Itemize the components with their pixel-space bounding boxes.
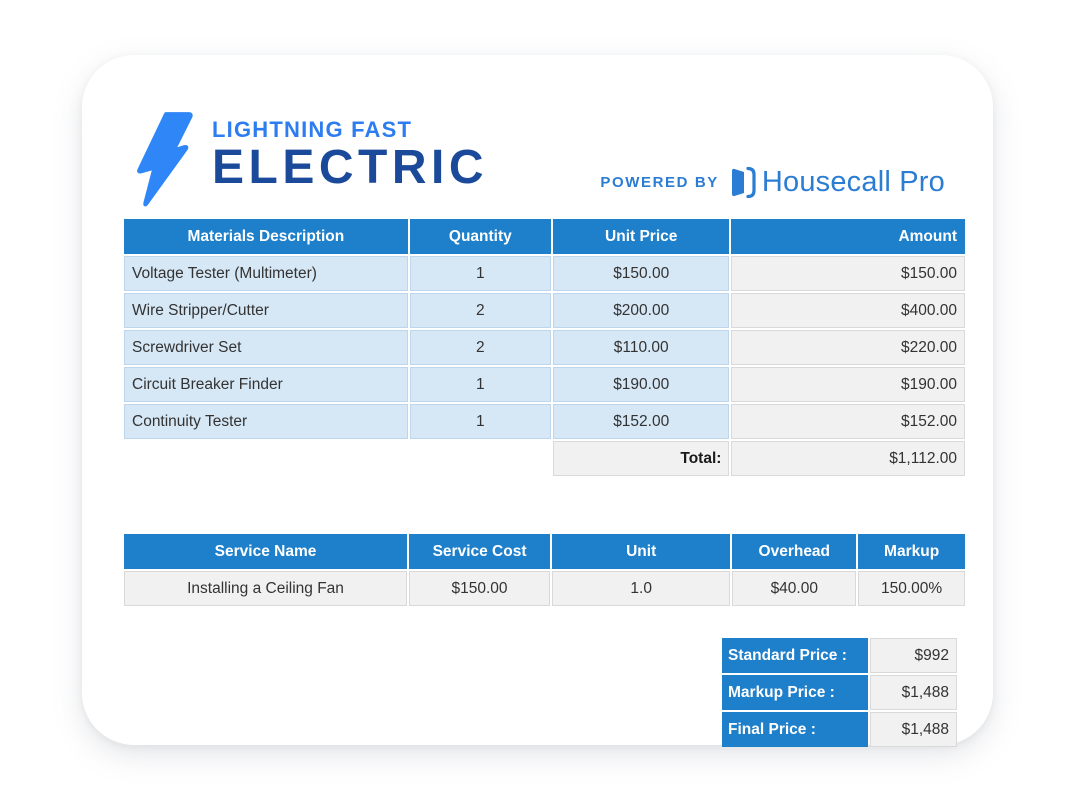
- powered-by-brand-name: Housecall Pro: [761, 166, 945, 198]
- materials-cell-description: Circuit Breaker Finder: [124, 367, 408, 402]
- materials-header-amount: Amount: [731, 219, 965, 254]
- service-cell-markup: 150.00%: [858, 571, 965, 606]
- materials-cell-amount: $190.00: [731, 367, 965, 402]
- logo-text: LIGHTNING FAST ELECTRIC: [212, 111, 488, 192]
- materials-total-row: Total: $1,112.00: [124, 441, 965, 476]
- summary-row: Standard Price : $992: [722, 638, 957, 673]
- materials-header-description: Materials Description: [124, 219, 408, 254]
- brand-row: LIGHTNING FAST ELECTRIC POWERED BY House…: [122, 111, 967, 207]
- service-header-overhead: Overhead: [732, 534, 857, 569]
- price-summary-table: Standard Price : $992 Markup Price : $1,…: [720, 636, 959, 749]
- materials-cell-unit-price: $200.00: [553, 293, 730, 328]
- materials-cell-quantity: 2: [409, 330, 551, 365]
- materials-cell-quantity: 1: [409, 367, 551, 402]
- summary-label-markup-price: Markup Price :: [722, 675, 868, 710]
- service-header-cost: Service Cost: [409, 534, 551, 569]
- service-header-unit: Unit: [552, 534, 731, 569]
- table-row: Voltage Tester (Multimeter) 1 $150.00 $1…: [124, 256, 965, 291]
- summary-row: Markup Price : $1,488: [722, 675, 957, 710]
- materials-header-unit-price: Unit Price: [553, 219, 730, 254]
- logo-line1: LIGHTNING FAST: [212, 117, 413, 142]
- price-summary-wrap: Standard Price : $992 Markup Price : $1,…: [122, 636, 967, 749]
- pricing-sheet-card: LIGHTNING FAST ELECTRIC POWERED BY House…: [82, 55, 993, 747]
- powered-by-block: POWERED BY Housecall Pro: [600, 166, 945, 199]
- materials-cell-description: Wire Stripper/Cutter: [124, 293, 408, 328]
- lightning-bolt-icon: [137, 112, 193, 207]
- service-cell-overhead: $40.00: [732, 571, 857, 606]
- materials-header-quantity: Quantity: [409, 219, 551, 254]
- materials-cell-description: Screwdriver Set: [124, 330, 408, 365]
- powered-by-label: POWERED BY: [600, 174, 719, 191]
- logo-line2: ELECTRIC: [212, 141, 488, 194]
- materials-total-spacer: [124, 441, 551, 476]
- materials-cell-amount: $150.00: [731, 256, 965, 291]
- materials-header-row: Materials Description Quantity Unit Pric…: [124, 219, 965, 254]
- summary-row: Final Price : $1,488: [722, 712, 957, 747]
- materials-table: Materials Description Quantity Unit Pric…: [122, 217, 967, 478]
- service-header-markup: Markup: [858, 534, 965, 569]
- service-table: Service Name Service Cost Unit Overhead …: [122, 532, 967, 608]
- summary-label-standard-price: Standard Price :: [722, 638, 868, 673]
- materials-cell-unit-price: $110.00: [553, 330, 730, 365]
- housecall-pro-icon: [731, 166, 756, 199]
- service-cell-unit: 1.0: [552, 571, 731, 606]
- service-header-name: Service Name: [124, 534, 408, 569]
- materials-cell-unit-price: $190.00: [553, 367, 730, 402]
- materials-cell-quantity: 1: [409, 256, 551, 291]
- materials-cell-amount: $152.00: [731, 404, 965, 439]
- materials-cell-quantity: 2: [409, 293, 551, 328]
- materials-total-amount: $1,112.00: [731, 441, 965, 476]
- materials-cell-unit-price: $150.00: [553, 256, 730, 291]
- materials-cell-amount: $220.00: [731, 330, 965, 365]
- summary-value-final-price: $1,488: [870, 712, 957, 747]
- company-logo: LIGHTNING FAST ELECTRIC: [122, 111, 488, 207]
- materials-cell-description: Voltage Tester (Multimeter): [124, 256, 408, 291]
- service-cell-cost: $150.00: [409, 571, 551, 606]
- summary-value-standard-price: $992: [870, 638, 957, 673]
- table-row: Wire Stripper/Cutter 2 $200.00 $400.00: [124, 293, 965, 328]
- materials-total-label: Total:: [553, 441, 730, 476]
- table-row: Continuity Tester 1 $152.00 $152.00: [124, 404, 965, 439]
- table-row: Circuit Breaker Finder 1 $190.00 $190.00: [124, 367, 965, 402]
- service-header-row: Service Name Service Cost Unit Overhead …: [124, 534, 965, 569]
- materials-cell-amount: $400.00: [731, 293, 965, 328]
- service-cell-name: Installing a Ceiling Fan: [124, 571, 408, 606]
- materials-cell-unit-price: $152.00: [553, 404, 730, 439]
- table-row: Screwdriver Set 2 $110.00 $220.00: [124, 330, 965, 365]
- table-row: Installing a Ceiling Fan $150.00 1.0 $40…: [124, 571, 965, 606]
- summary-value-markup-price: $1,488: [870, 675, 957, 710]
- summary-label-final-price: Final Price :: [722, 712, 868, 747]
- materials-cell-description: Continuity Tester: [124, 404, 408, 439]
- materials-cell-quantity: 1: [409, 404, 551, 439]
